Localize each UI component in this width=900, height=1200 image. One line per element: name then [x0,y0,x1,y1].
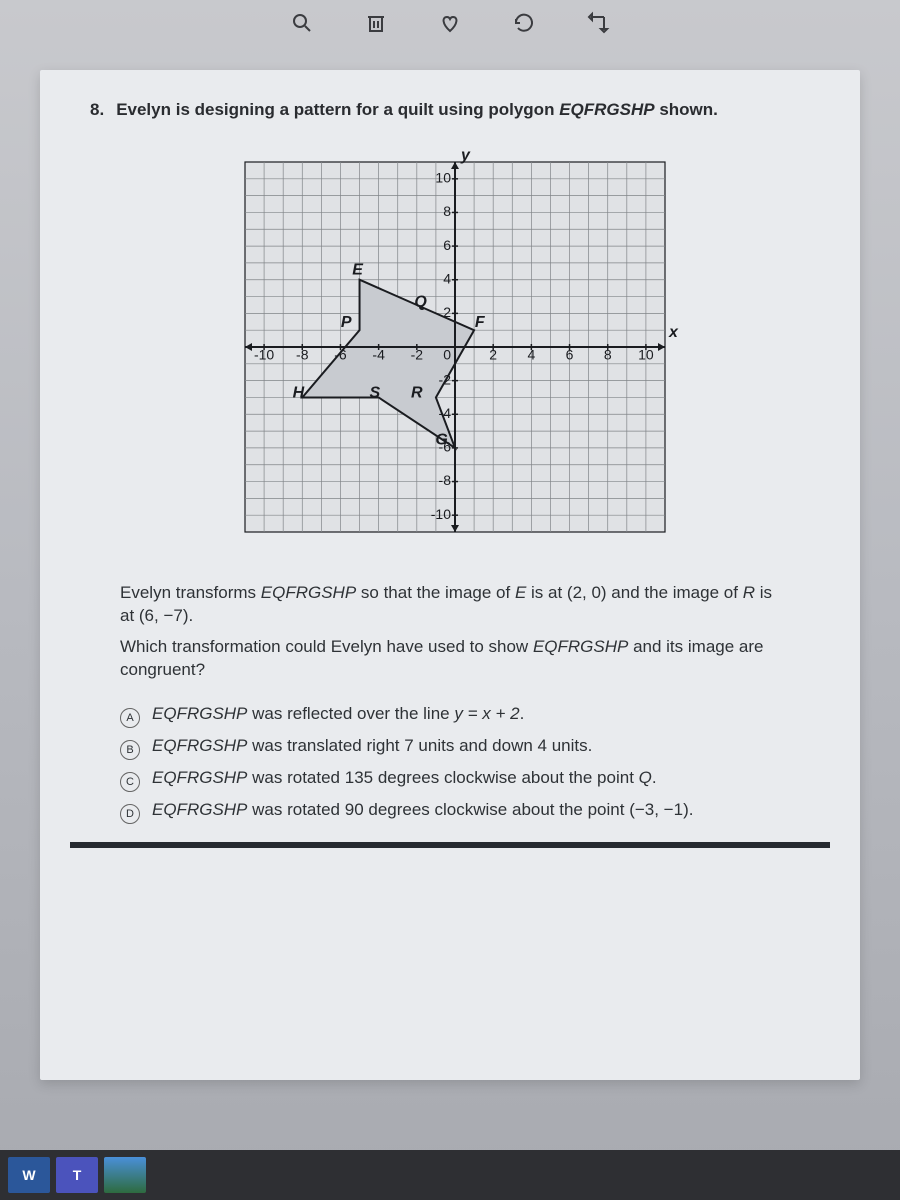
svg-text:Q: Q [414,294,427,311]
option-letter: A [120,708,140,728]
paragraph-2: Which transformation could Evelyn have u… [120,636,790,682]
svg-text:G: G [435,432,447,449]
svg-text:-8: -8 [439,472,452,488]
svg-text:8: 8 [443,203,451,219]
option-d[interactable]: D EQFRGSHP was rotated 90 degrees clockw… [120,800,790,822]
svg-text:-8: -8 [296,346,309,362]
svg-text:-10: -10 [431,506,451,522]
option-letter: B [120,740,140,760]
svg-text:6: 6 [443,237,451,253]
svg-text:E: E [352,262,364,279]
question-heading: 8. Evelyn is designing a pattern for a q… [90,100,820,120]
option-letter: D [120,804,140,824]
svg-text:2: 2 [443,304,451,320]
svg-text:4: 4 [443,270,451,286]
svg-text:H: H [293,384,305,401]
svg-text:4: 4 [527,346,535,362]
svg-text:8: 8 [604,346,612,362]
svg-text:10: 10 [638,346,654,362]
svg-text:S: S [369,384,380,401]
svg-text:y: y [460,147,471,164]
svg-text:R: R [411,384,423,401]
coordinate-grid-chart: -10-10-8-8-6-6-4-4-2-20224466881010xyEQF… [225,142,685,552]
svg-text:F: F [475,314,486,331]
option-c[interactable]: C EQFRGSHP was rotated 135 degrees clock… [120,768,790,790]
taskbar-word-icon[interactable]: W [8,1157,50,1193]
svg-text:-2: -2 [411,346,424,362]
delete-icon[interactable] [364,11,388,40]
reader-toolbar [0,0,900,50]
crop-icon[interactable] [586,11,610,40]
svg-text:-4: -4 [372,346,385,362]
option-text: EQFRGSHP was rotated 90 degrees clockwis… [152,800,693,820]
svg-text:2: 2 [489,346,497,362]
option-text: EQFRGSHP was rotated 135 degrees clockwi… [152,768,657,788]
taskbar-photos-icon[interactable] [104,1157,146,1193]
paragraph-1: Evelyn transforms EQFRGSHP so that the i… [120,582,790,628]
search-icon[interactable] [290,11,314,40]
option-text: EQFRGSHP was reflected over the line y =… [152,704,524,724]
page-divider [70,842,830,848]
svg-text:-4: -4 [439,405,452,421]
svg-text:x: x [668,324,679,341]
svg-text:P: P [341,314,352,331]
svg-text:-2: -2 [439,371,452,387]
option-b[interactable]: B EQFRGSHP was translated right 7 units … [120,736,790,758]
windows-taskbar: W T [0,1150,900,1200]
svg-text:0: 0 [443,346,451,362]
svg-text:10: 10 [435,170,451,186]
question-text: Evelyn is designing a pattern for a quil… [116,100,718,120]
taskbar-teams-icon[interactable]: T [56,1157,98,1193]
question-number: 8. [90,100,104,120]
option-a[interactable]: A EQFRGSHP was reflected over the line y… [120,704,790,726]
worksheet-page: 8. Evelyn is designing a pattern for a q… [40,70,860,1080]
answer-options: A EQFRGSHP was reflected over the line y… [120,704,790,822]
option-text: EQFRGSHP was translated right 7 units an… [152,736,592,756]
svg-text:-6: -6 [334,346,347,362]
option-letter: C [120,772,140,792]
svg-text:6: 6 [566,346,574,362]
svg-text:-10: -10 [254,346,274,362]
heart-icon[interactable] [438,11,462,40]
rotate-icon[interactable] [512,11,536,40]
